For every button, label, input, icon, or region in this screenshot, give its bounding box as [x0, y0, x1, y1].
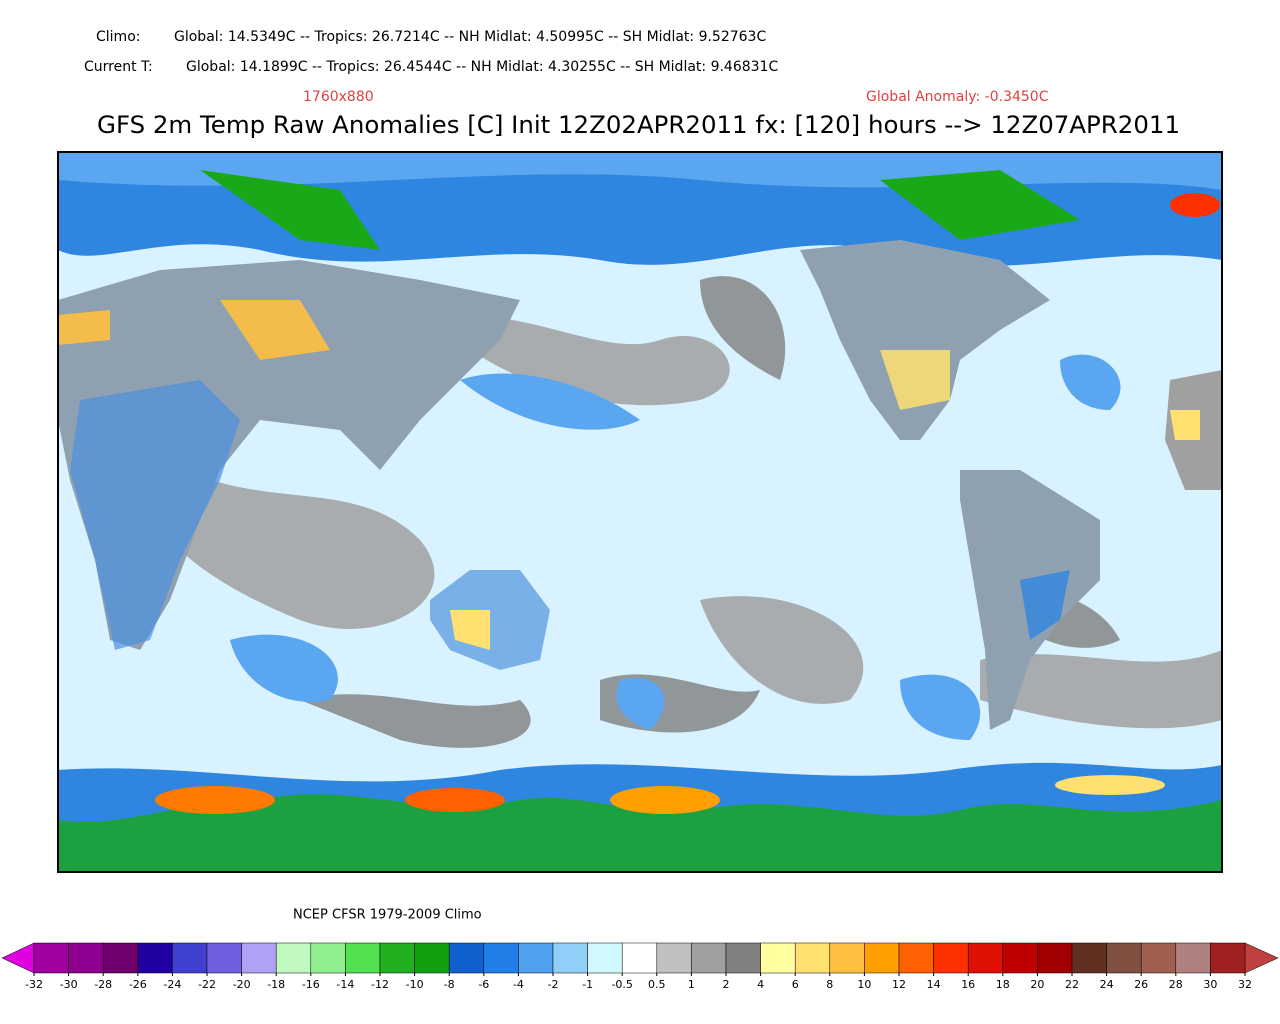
colorbar-box: [310, 942, 346, 974]
resolution: 1760x880: [303, 89, 374, 105]
colorbar-box: [691, 942, 727, 974]
colorbar-box: [172, 942, 208, 974]
colorbar-tick-label: 22: [1065, 978, 1079, 991]
colorbar-box: [656, 942, 692, 974]
colorbar-box: [794, 942, 831, 974]
colorbar-tick-label: -2: [548, 978, 559, 991]
climo-values: Global: 14.5349C -- Tropics: 26.7214C --…: [174, 29, 766, 45]
colorbar: -32 -30 -28 -26 -24 -22 -20 -18 -16 -14 -12 -10 -8 -6…: [1, 942, 1279, 991]
colorbar-tick-label: -16: [302, 978, 320, 991]
colorbar-box: [1106, 942, 1142, 974]
colorbar-box: [33, 942, 69, 974]
colorbar-tick-label: 14: [927, 978, 941, 991]
colorbar-box: [1071, 942, 1107, 974]
colorbar-tick-label: 2: [723, 978, 730, 991]
colorbar-tick-label: 28: [1169, 978, 1183, 991]
colorbar-box: [68, 942, 104, 974]
colorbar-box: [552, 942, 588, 974]
colorbar-tick-label: -12: [371, 978, 389, 991]
colorbar-box: [379, 942, 415, 974]
colorbar-box: [864, 942, 900, 974]
colorbar-tick-label: -6: [478, 978, 489, 991]
colorbar-arrow-low: [1, 942, 35, 974]
colorbar-tick-label: 24: [1100, 978, 1114, 991]
colorbar-tick-label: 8: [826, 978, 833, 991]
current-label: Current T:: [84, 59, 153, 75]
colorbar-tick-label: 0.5: [648, 978, 666, 991]
colorbar-box: [1210, 942, 1246, 974]
colorbar-box: [414, 942, 450, 974]
colorbar-tick-label: 32: [1238, 978, 1252, 991]
colorbar-tick-label: -1: [582, 978, 593, 991]
footer-note: NCEP CFSR 1979-2009 Climo: [293, 908, 482, 923]
colorbar-tick-label: 1: [688, 978, 695, 991]
colorbar-tick-label: -28: [94, 978, 112, 991]
colorbar-box: [137, 942, 173, 974]
global-anomaly: Global Anomaly: -0.3450C: [866, 89, 1049, 105]
colorbar-box: [933, 942, 969, 974]
colorbar-tick-label: 26: [1134, 978, 1148, 991]
colorbar-tick-label: 12: [892, 978, 906, 991]
colorbar-box: [1175, 942, 1211, 974]
colorbar-tick-label: -20: [233, 978, 251, 991]
colorbar-box: [829, 942, 865, 974]
colorbar-box: [483, 942, 519, 974]
colorbar-arrow-high: [1244, 942, 1279, 974]
colorbar-tick-label: -30: [60, 978, 78, 991]
colorbar-box: [1002, 942, 1038, 974]
colorbar-box: [448, 942, 485, 974]
map: [57, 151, 1223, 873]
colorbar-tick-label: 30: [1203, 978, 1217, 991]
colorbar-box: [206, 942, 242, 974]
colorbar-tick-label: -24: [163, 978, 181, 991]
colorbar-tick-label: -18: [267, 978, 285, 991]
colorbar-tick-label: -26: [129, 978, 147, 991]
colorbar-box: [102, 942, 139, 974]
colorbar-tick-label: -14: [336, 978, 354, 991]
colorbar-box: [345, 942, 381, 974]
colorbar-box: [967, 942, 1004, 974]
colorbar-tick-label: 10: [857, 978, 871, 991]
colorbar-tick-label: -22: [198, 978, 216, 991]
colorbar-box: [518, 942, 554, 974]
colorbar-box: [241, 942, 277, 974]
colorbar-tick-label: 20: [1030, 978, 1044, 991]
colorbar-tick-label: 18: [996, 978, 1010, 991]
colorbar-tick-label: 16: [961, 978, 975, 991]
colorbar-tick-label: -10: [406, 978, 424, 991]
colorbar-tick-label: -32: [25, 978, 43, 991]
title: GFS 2m Temp Raw Anomalies [C] Init 12Z02…: [97, 111, 1180, 139]
colorbar-tick-label: -8: [444, 978, 455, 991]
colorbar-tick-label: -0.5: [611, 978, 632, 991]
colorbar-box: [760, 942, 796, 974]
colorbar-box: [587, 942, 623, 974]
colorbar-box: [1140, 942, 1177, 974]
colorbar-tick-label: 6: [792, 978, 799, 991]
colorbar-tick-label: 4: [757, 978, 764, 991]
colorbar-box: [725, 942, 761, 974]
current-values: Global: 14.1899C -- Tropics: 26.4544C --…: [186, 59, 778, 75]
colorbar-box: [621, 942, 658, 974]
colorbar-tick-label: -4: [513, 978, 524, 991]
colorbar-box: [898, 942, 934, 974]
colorbar-box: [275, 942, 312, 974]
climo-label: Climo:: [96, 29, 140, 45]
colorbar-box: [1037, 942, 1073, 974]
